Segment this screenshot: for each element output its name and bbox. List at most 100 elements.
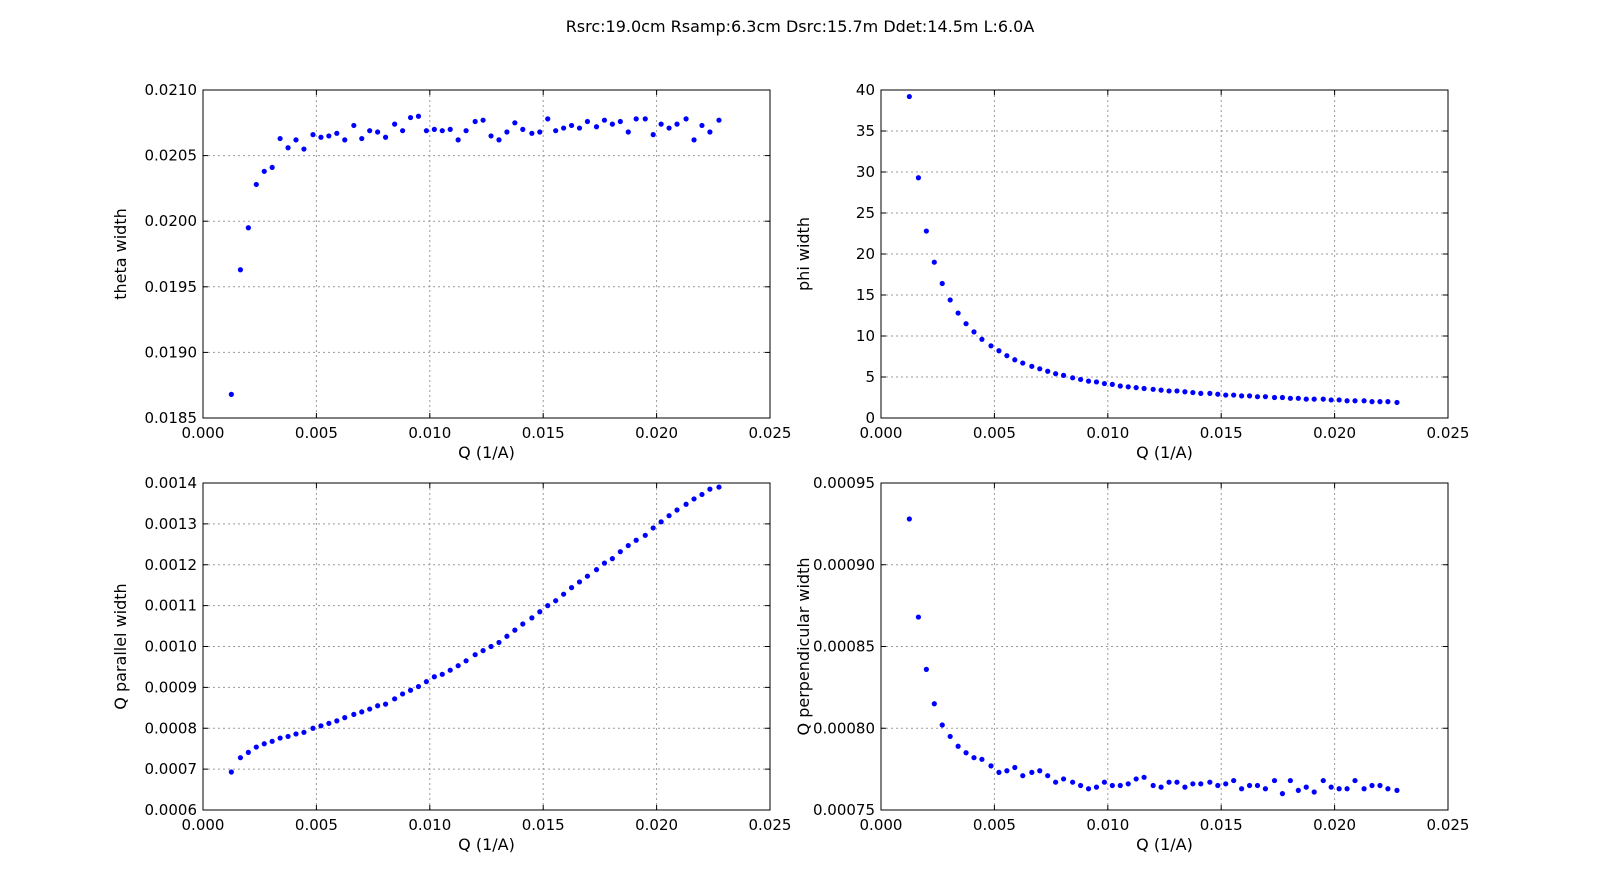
data-point xyxy=(269,738,275,744)
y-tick-label: 0.0007 xyxy=(145,760,198,778)
data-point xyxy=(683,116,689,122)
data-point xyxy=(1029,769,1035,775)
data-point xyxy=(1101,380,1107,387)
x-tick-label: 0.020 xyxy=(1313,424,1356,442)
data-point xyxy=(666,513,672,519)
y-tick-label: 0.0006 xyxy=(145,801,198,819)
data-point xyxy=(1166,779,1172,785)
data-point xyxy=(261,741,267,747)
data-point xyxy=(1215,391,1221,397)
y-tick-label: 5 xyxy=(865,368,875,386)
data-point xyxy=(245,225,251,231)
data-point xyxy=(931,701,937,707)
data-point xyxy=(553,598,559,604)
y-tick-label: 0 xyxy=(865,409,875,427)
x-tick-label: 0.015 xyxy=(1200,424,1243,442)
data-point xyxy=(537,609,543,615)
data-point xyxy=(617,118,623,125)
data-point xyxy=(228,769,234,775)
data-point xyxy=(537,129,543,135)
x-tick-label: 0.020 xyxy=(635,424,678,442)
data-point xyxy=(1125,781,1131,787)
data-point xyxy=(923,666,929,672)
data-point xyxy=(1223,781,1229,787)
data-point xyxy=(1303,784,1309,790)
data-point xyxy=(1198,390,1204,396)
data-point xyxy=(301,146,307,152)
data-point xyxy=(601,560,608,566)
data-point xyxy=(407,114,414,121)
data-point xyxy=(996,769,1002,775)
data-point xyxy=(1207,390,1213,396)
data-point xyxy=(1004,353,1010,359)
axes-frame xyxy=(202,89,771,419)
data-point xyxy=(576,125,583,131)
data-point xyxy=(568,122,575,129)
data-point xyxy=(1311,396,1317,402)
data-point xyxy=(971,329,977,335)
data-point xyxy=(488,643,494,650)
data-point xyxy=(334,130,340,136)
y-tick-label: 0.0195 xyxy=(145,278,198,296)
data-point xyxy=(1254,782,1261,789)
data-point xyxy=(1344,786,1350,792)
data-point xyxy=(447,667,453,673)
data-point xyxy=(1070,779,1076,785)
subplot-3: 0.000 0.005 0.010 0.015 0.020 0.025 0.0006 0.00… xyxy=(111,474,791,854)
data-point xyxy=(496,137,502,143)
data-point xyxy=(1190,781,1196,787)
x-tick-label: 0.005 xyxy=(295,816,338,834)
data-point xyxy=(716,117,722,123)
data-point xyxy=(1045,773,1051,779)
data-point xyxy=(1246,782,1253,789)
data-point xyxy=(1336,786,1342,792)
data-point xyxy=(1198,781,1204,787)
subplot-2: 0.000 0.005 0.010 0.015 0.020 0.025 0 5 10 15 20 25… xyxy=(794,81,1469,462)
data-point xyxy=(1311,789,1317,795)
data-point xyxy=(674,121,680,127)
data-point xyxy=(269,164,275,171)
data-point xyxy=(963,321,969,327)
data-point xyxy=(1246,393,1253,399)
data-point xyxy=(463,128,469,134)
data-point xyxy=(392,121,398,127)
data-point xyxy=(576,579,583,585)
y-axis-label: theta width xyxy=(111,208,130,300)
data-point xyxy=(593,124,600,130)
data-point xyxy=(1125,384,1131,390)
data-point xyxy=(923,228,929,234)
y-tick-label: 0.00090 xyxy=(813,556,875,574)
data-point xyxy=(1053,779,1059,785)
x-tick-label: 0.010 xyxy=(1086,816,1129,834)
data-point xyxy=(1295,395,1301,401)
data-point xyxy=(455,137,461,143)
y-axis-label: Q parallel width xyxy=(111,583,130,709)
data-point xyxy=(545,116,551,122)
data-point xyxy=(1271,394,1278,401)
axes-frame xyxy=(202,482,771,811)
data-point xyxy=(683,501,689,507)
data-point xyxy=(1174,388,1180,394)
data-point xyxy=(1287,777,1293,784)
data-point xyxy=(906,516,912,522)
x-tick-label: 0.000 xyxy=(182,816,225,834)
data-point xyxy=(1174,779,1180,785)
y-tick-label: 15 xyxy=(856,286,875,304)
data-point xyxy=(979,336,985,342)
data-point xyxy=(1182,784,1188,790)
data-point xyxy=(707,129,713,135)
x-tick-label: 0.025 xyxy=(749,816,792,834)
data-point xyxy=(504,129,510,135)
data-point xyxy=(447,126,453,132)
data-point xyxy=(1303,396,1309,402)
data-point xyxy=(1117,782,1123,789)
data-point xyxy=(1223,392,1229,398)
data-point xyxy=(261,168,267,174)
data-point xyxy=(359,709,365,715)
data-point xyxy=(318,723,324,729)
x-tick-label: 0.015 xyxy=(522,816,565,834)
data-point xyxy=(293,731,299,737)
data-point xyxy=(625,129,631,135)
data-point xyxy=(1320,396,1326,402)
data-point xyxy=(699,122,705,129)
